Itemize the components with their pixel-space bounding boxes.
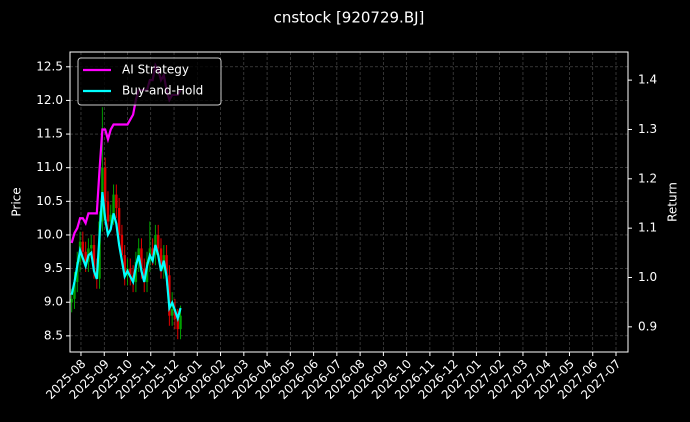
candle-body [168,275,171,316]
legend-label: AI Strategy [122,63,189,77]
candle-body [165,255,168,276]
y-tick-label: 10.0 [36,227,63,241]
candle-body [120,234,124,256]
y-tick-label: 12.5 [36,59,63,73]
y2-axis-label: Return [666,182,680,222]
legend-label: Buy-and-Hold [122,84,203,98]
candle-body [115,194,118,209]
line-series [70,192,182,323]
y-tick-label: 12.0 [36,93,63,107]
candle-body [176,319,179,330]
y2-tick-label: 0.9 [638,319,657,333]
chart-title: cnstock [920729.BJ] [274,9,425,27]
legend: AI Strategy Buy-and-Hold [77,57,222,106]
y-tick-label: 11.5 [36,127,63,141]
candle-body [73,282,76,299]
candle-body [173,308,177,320]
candle-body [103,167,107,202]
plot-frame [69,51,629,353]
y-tick-label: 8.5 [44,328,63,342]
y-tick-label: 9.5 [44,261,63,275]
candle-body [106,201,110,222]
candle-body [129,268,132,276]
y2-tick-label: 1.3 [638,122,657,136]
candle-body [81,241,85,252]
y2-tick-label: 1.0 [638,270,657,284]
candle-body [109,214,112,222]
candle-body [170,308,174,316]
y2-tick-label: 1.2 [638,171,657,185]
y2-tick-label: 1.1 [638,221,657,235]
candle-body [159,248,163,269]
y-axis-label: Price [10,187,24,216]
y-tick-label: 11.0 [36,160,63,174]
y2-tick-label: 1.4 [638,73,657,87]
candle-body [70,298,73,303]
candle-body [123,255,126,276]
candle-body [92,245,96,269]
candle-body [143,268,146,283]
candle-body [157,234,160,249]
y-tick-label: 10.5 [36,194,63,208]
candle-body [112,194,115,215]
candle-body [84,251,87,262]
legend-box [77,57,222,106]
candle-body [90,245,93,249]
candle-body [140,248,143,269]
candle-body [179,315,182,330]
candle-body [117,208,121,235]
y-tick-label: 9.0 [44,295,63,309]
candle-body [151,248,154,256]
